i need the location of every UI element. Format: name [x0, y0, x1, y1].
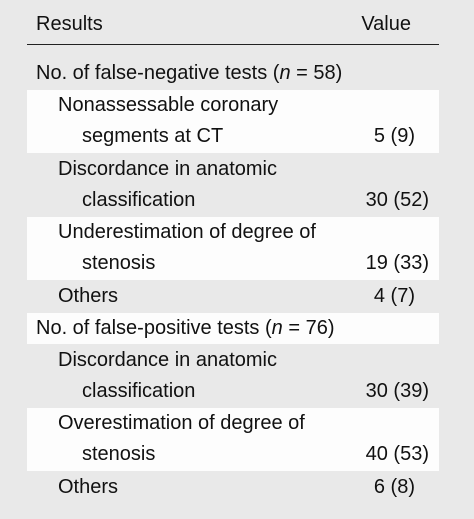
row-value: 19 (33): [365, 252, 429, 274]
row-label-line1: Others: [58, 285, 119, 307]
n-symbol: n: [271, 317, 283, 339]
table-row: Others 4 (7): [27, 281, 439, 312]
section-title-suffix: = 58): [290, 62, 343, 84]
row-value: 30 (39): [365, 380, 429, 402]
table-row: Nonassessable coronary segments at CT 5 …: [27, 90, 439, 153]
row-value: 30 (52): [365, 189, 429, 211]
row-value: 5 (9): [373, 125, 415, 147]
n-symbol: n: [279, 62, 291, 84]
results-table: Results Value No. of false-negative test…: [27, 0, 439, 519]
section-title-false-positive: No. of false-positive tests (n = 76): [27, 313, 439, 344]
table-row: Discordance in anatomic classification 3…: [27, 345, 439, 407]
row-value: 40 (53): [365, 443, 429, 465]
row-value: 6 (8): [373, 476, 415, 498]
section-title-false-negative: No. of false-negative tests (n = 58): [27, 58, 439, 89]
row-label-line1: Discordance in anatomic: [58, 349, 277, 371]
table-header: Results Value: [27, 0, 439, 45]
row-label-line1: Discordance in anatomic: [58, 158, 277, 180]
row-label-line2: classification: [82, 189, 196, 211]
row-label-line2: stenosis: [82, 443, 156, 465]
section-title-suffix: = 76): [282, 317, 335, 339]
table-row: Discordance in anatomic classification 3…: [27, 154, 439, 216]
table-row: Underestimation of degree of stenosis 19…: [27, 217, 439, 280]
row-label-line2: stenosis: [82, 252, 156, 274]
value-column-header: Value: [361, 13, 411, 35]
row-label-line1: Others: [58, 476, 119, 498]
row-label-line2: classification: [82, 380, 196, 402]
table-row: Others 6 (8): [27, 472, 439, 503]
section-title-prefix: No. of false-negative tests (: [36, 62, 280, 84]
table-row: Overestimation of degree of stenosis 40 …: [27, 408, 439, 471]
results-column-header: Results: [36, 13, 103, 35]
row-label-line1: Underestimation of degree of: [58, 221, 316, 243]
row-label-line1: Nonassessable coronary: [58, 94, 279, 116]
section-title-prefix: No. of false-positive tests (: [36, 317, 272, 339]
row-value: 4 (7): [373, 285, 415, 307]
row-label-line2: segments at CT: [82, 125, 224, 147]
row-label-line1: Overestimation of degree of: [58, 412, 305, 434]
